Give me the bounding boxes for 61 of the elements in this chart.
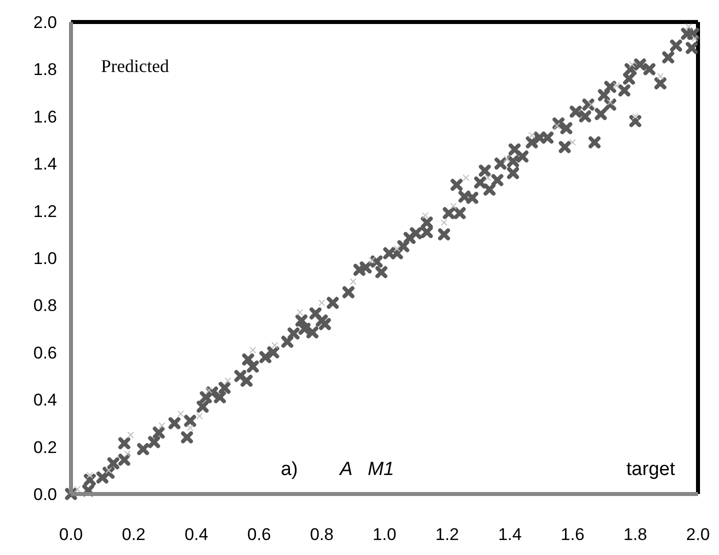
point [394,245,400,252]
point [440,220,448,226]
y-tick-label: 1.0 [33,248,57,268]
point [686,24,692,30]
point [528,132,535,138]
point [588,102,594,108]
point [504,156,510,162]
x-tick-label: 2.0 [686,525,710,544]
point [462,174,470,181]
y-tick-label: 1.2 [33,202,57,221]
point [74,486,80,492]
point [657,73,664,80]
point [450,202,457,210]
x-tick-label: 1.6 [560,525,584,544]
x-tick-label: 1.8 [623,525,648,544]
point [178,410,184,417]
annotation: a) [280,459,298,480]
point [124,450,131,457]
x-tick-label: 1.2 [435,525,460,544]
y-tick-label: 0.2 [33,438,57,457]
point [224,378,231,384]
point [632,113,638,120]
point [368,257,376,264]
y-tick-label: 0.8 [33,296,57,316]
point [350,278,356,285]
point [187,424,194,432]
x-axis-title: target [626,459,676,480]
point [272,342,278,348]
point [613,82,620,89]
y-axis-title: Predicted [101,56,169,76]
point [422,212,428,219]
point [570,139,576,146]
point [554,122,560,129]
point [158,422,166,429]
point [629,61,636,68]
y-tick-label: 2.0 [33,12,57,32]
point [196,413,203,420]
point [318,300,325,306]
x-tick-label: 0.2 [122,525,146,544]
y-tick-label: 0.4 [33,390,57,410]
point [127,432,134,438]
x-tick-label: 0.0 [59,525,83,544]
x-tick-label: 1.0 [372,525,396,544]
x-tick-label: 0.8 [310,525,334,544]
y-tick-label: 0.0 [33,484,57,504]
point [206,387,212,394]
y-tick-label: 0.6 [33,343,57,362]
x-tick-label: 0.4 [184,525,208,544]
point [250,346,256,354]
x-tick-label: 1.4 [498,525,522,544]
y-tick-label: 1.4 [33,154,57,174]
point [296,309,303,316]
point [607,99,614,106]
y-tick-label: 1.6 [33,107,57,126]
y-tick-label: 1.8 [33,60,57,80]
point [86,472,93,478]
annotation: A M1 [338,459,394,480]
point [692,35,698,42]
point [484,174,492,181]
x-tick-label: 0.6 [247,525,271,544]
point [106,467,112,474]
